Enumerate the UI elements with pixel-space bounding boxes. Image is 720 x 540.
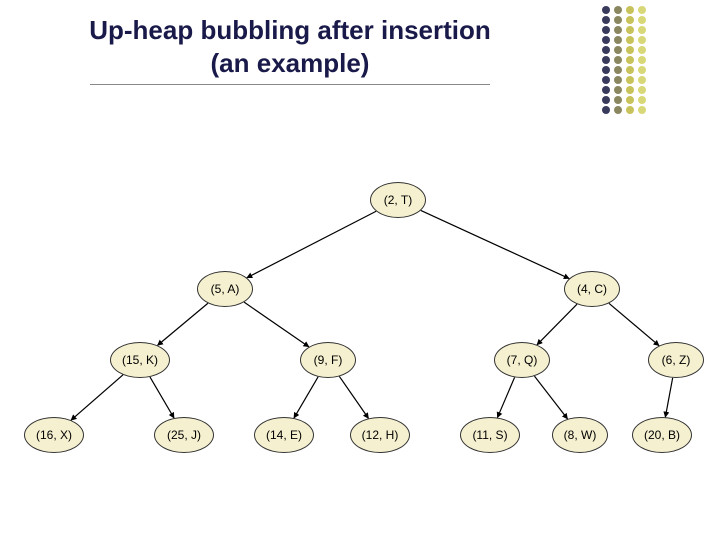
decorative-dot <box>626 26 634 34</box>
decorative-dot <box>638 26 646 34</box>
decorative-dot <box>626 46 634 54</box>
decorative-dot <box>602 56 610 64</box>
tree-edge <box>421 210 569 278</box>
tree-node: (7, Q) <box>494 342 550 378</box>
decorative-dot <box>638 96 646 104</box>
decorative-dot <box>602 16 610 24</box>
tree-edge <box>665 378 672 417</box>
tree-node: (16, X) <box>24 417 84 453</box>
tree-edge <box>339 376 368 418</box>
tree-node: (12, H) <box>350 417 410 453</box>
decorative-dot <box>638 66 646 74</box>
decorative-dot <box>626 86 634 94</box>
tree-node: (9, F) <box>300 342 356 378</box>
decorative-dot <box>602 6 610 14</box>
tree-node: (4, C) <box>564 271 620 307</box>
decorative-dot <box>638 16 646 24</box>
decorative-dot <box>602 86 610 94</box>
tree-edge <box>497 377 514 417</box>
decorative-dot <box>638 46 646 54</box>
tree-edge <box>537 304 577 345</box>
decorative-dot <box>638 6 646 14</box>
tree-node: (15, K) <box>110 342 170 378</box>
title-line2: (an example) <box>211 48 370 78</box>
tree-node: (5, A) <box>197 271 253 307</box>
decorative-dot <box>614 26 622 34</box>
tree-node: (14, E) <box>254 417 314 453</box>
tree-edge <box>244 302 309 347</box>
decorative-dot <box>638 86 646 94</box>
tree-edges <box>0 0 720 540</box>
decorative-dot <box>602 66 610 74</box>
title-line1: Up-heap bubbling after insertion <box>89 15 491 45</box>
tree-node: (25, J) <box>154 417 214 453</box>
decorative-dot <box>614 6 622 14</box>
page-title: Up-heap bubbling after insertion (an exa… <box>0 14 580 79</box>
tree-node: (6, Z) <box>648 342 704 378</box>
decorative-dot <box>602 76 610 84</box>
decorative-dot <box>602 36 610 44</box>
tree-edge <box>158 303 208 345</box>
decorative-dot <box>614 106 622 114</box>
decorative-dot <box>638 76 646 84</box>
tree-edge <box>609 303 659 345</box>
decorative-dot <box>626 36 634 44</box>
tree-edge <box>534 376 567 419</box>
decorative-dot <box>602 96 610 104</box>
decorative-dot <box>638 56 646 64</box>
decorative-dot <box>626 96 634 104</box>
decorative-dot <box>626 76 634 84</box>
decorative-dot <box>614 86 622 94</box>
decorative-dot <box>638 106 646 114</box>
decorative-dot <box>614 46 622 54</box>
decorative-dot <box>614 56 622 64</box>
tree-edge <box>294 377 318 418</box>
tree-edge <box>247 211 376 278</box>
decorative-dot <box>626 56 634 64</box>
decorative-dot <box>614 76 622 84</box>
tree-edge <box>71 375 123 420</box>
tree-edge <box>150 377 174 418</box>
decorative-dot <box>626 16 634 24</box>
tree-node: (20, B) <box>632 417 692 453</box>
decorative-dot <box>614 36 622 44</box>
decorative-dot <box>614 96 622 104</box>
decorative-dot <box>602 106 610 114</box>
decorative-dot <box>602 46 610 54</box>
tree-node: (8, W) <box>552 417 608 453</box>
decorative-dot <box>614 66 622 74</box>
decorative-dot <box>626 106 634 114</box>
decorative-dot <box>602 26 610 34</box>
decorative-dot <box>626 6 634 14</box>
decorative-dot <box>638 36 646 44</box>
tree-node: (2, T) <box>370 182 426 218</box>
decorative-dot <box>626 66 634 74</box>
decorative-dot <box>614 16 622 24</box>
tree-node: (11, S) <box>460 417 520 453</box>
title-underline <box>90 84 490 85</box>
